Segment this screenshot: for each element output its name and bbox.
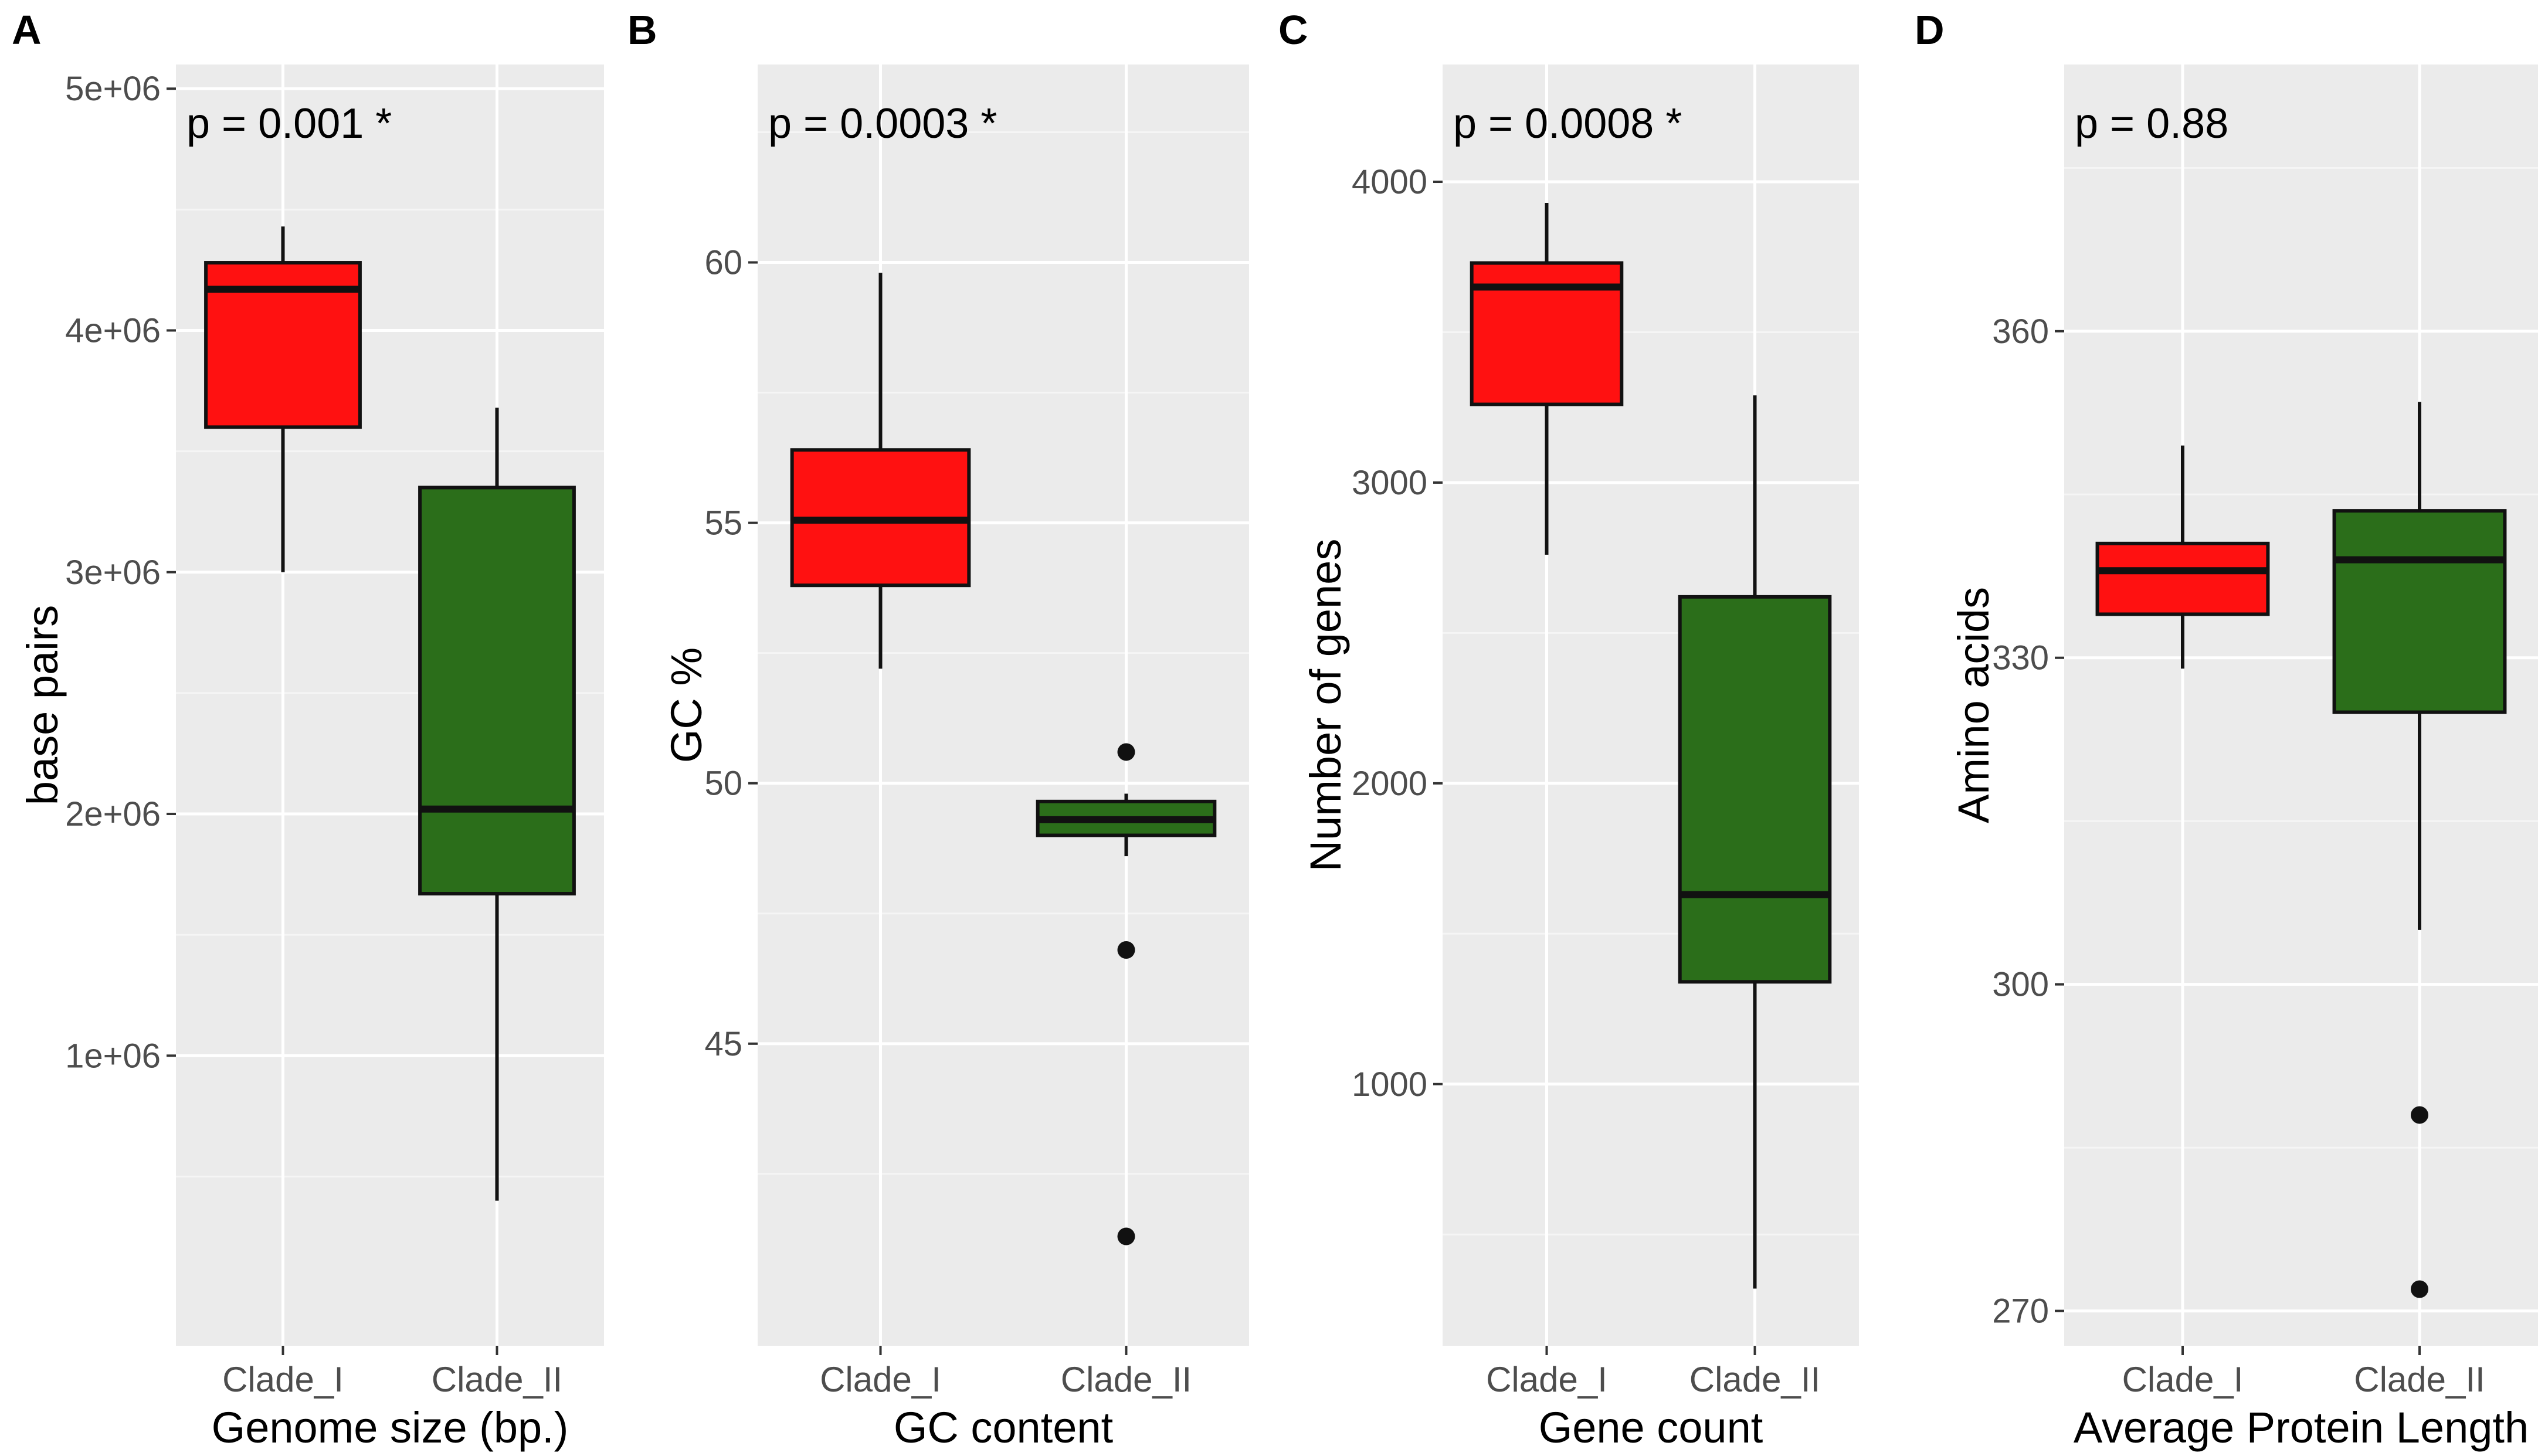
panel-d-y-tick-label: 300: [1992, 966, 2049, 1004]
panel-c-box-clade-ii: [1678, 395, 1832, 1289]
panel-b-y-axis-title: GC %: [662, 647, 711, 763]
panel-d-box-clade-ii-outlier-point: [2411, 1280, 2428, 1298]
panel-c-y-tick-label: 1000: [1352, 1065, 1427, 1104]
panel-b-p-value-annotation: p = 0.0003 *: [768, 100, 997, 147]
panel-a-box-clade-i: [204, 226, 362, 572]
panel-a-x-tick-label: Clade_II: [432, 1360, 562, 1399]
panel-c-p-value-annotation: p = 0.0008 *: [1453, 100, 1682, 147]
panel-a-y-tick-label: 4e+06: [65, 311, 161, 349]
panel-d-x-tick-label: Clade_I: [2122, 1360, 2244, 1399]
panel-c-box-clade-ii-iqr-rect: [1678, 595, 1832, 984]
panel-d-y-tick-label: 360: [1992, 313, 2049, 351]
panel-b-background: [758, 65, 1249, 1346]
panel-c-y-axis-title: Number of genes: [1301, 539, 1350, 872]
panel-c-panel-label: C: [1278, 7, 1308, 53]
panel-a-p-value-annotation: p = 0.001 *: [186, 100, 392, 147]
panel-c-x-axis-title: Gene count: [1539, 1403, 1763, 1452]
panel-a-box-clade-ii: [418, 408, 576, 1201]
panel-d-box-clade-ii-iqr-rect: [2332, 509, 2507, 714]
panel-b-y-tick-label: 45: [704, 1025, 742, 1063]
panel-a-y-tick-label: 1e+06: [65, 1037, 161, 1075]
panel-c-x-tick-label: Clade_II: [1689, 1360, 1820, 1399]
panel-d-y-tick-label: 270: [1992, 1292, 2049, 1331]
panel-b-box-clade-ii-outlier-point: [1117, 743, 1135, 761]
panel-d-box-clade-i-iqr-rect: [2095, 541, 2270, 616]
panel-c-x-tick-label: Clade_I: [1486, 1360, 1607, 1399]
panel-d-box-clade-ii-outlier-point: [2411, 1106, 2428, 1124]
panel-d-y-axis-title: Amino acids: [1949, 587, 1998, 823]
panel-b-box-clade-ii: [1036, 743, 1217, 1245]
panel-d-panel-label: D: [1915, 7, 1945, 53]
panel-a-y-tick-label: 3e+06: [65, 554, 161, 592]
panel-a-panel-label: A: [12, 7, 42, 53]
panel-a-y-axis-title: base pairs: [18, 605, 67, 805]
panel-c-y-tick-label: 4000: [1352, 163, 1427, 201]
panel-b-x-axis-title: GC content: [894, 1403, 1114, 1452]
panel-d: 270 300 330 360 Clade_I Clade_II p = 0.88 D Aver…: [1915, 7, 2538, 1452]
panel-d-x-axis-title: Average Protein Length: [2074, 1403, 2529, 1452]
panel-c-box-clade-i: [1470, 202, 1624, 555]
panel-b-box-clade-ii-outlier-point: [1117, 1227, 1135, 1245]
panel-b-y-tick-label: 50: [704, 765, 742, 803]
panel-d-box-clade-i: [2095, 445, 2270, 669]
panel-b-panel-label: B: [627, 7, 657, 53]
panel-b-x-tick-label: Clade_I: [820, 1360, 941, 1399]
panel-a-x-tick-label: Clade_I: [222, 1360, 344, 1399]
panel-c: 1000 2000 3000 4000 Clade_I Clade_II p = 0.000…: [1278, 7, 1859, 1452]
panel-b-x-tick-label: Clade_II: [1061, 1360, 1192, 1399]
panel-a: 1e+06 2e+06 3e+06 4e+06 5e+06 Clade_I Clade_II…: [12, 7, 604, 1452]
panel-c-y-tick-label: 2000: [1352, 765, 1427, 803]
panel-b-box-clade-i: [790, 273, 971, 669]
panel-b-y-tick-label: 60: [704, 244, 742, 282]
panel-d-p-value-annotation: p = 0.88: [2075, 100, 2228, 147]
panel-a-y-tick-label: 2e+06: [65, 795, 161, 833]
panel-b-y-tick-label: 55: [704, 504, 742, 542]
panel-c-y-tick-label: 3000: [1352, 464, 1427, 502]
panel-a-x-axis-title: Genome size (bp.): [212, 1403, 569, 1452]
panel-a-box-clade-ii-iqr-rect: [418, 486, 576, 896]
panel-d-x-tick-label: Clade_II: [2354, 1360, 2485, 1399]
panel-b: 45 50 55 60 Clade_I Clade_II p = 0.0003 * B GC c…: [627, 7, 1249, 1452]
panel-b-box-clade-ii-outlier-point: [1117, 941, 1135, 959]
panel-a-y-tick-label: 5e+06: [65, 70, 161, 108]
panel-d-box-clade-ii: [2332, 402, 2507, 1298]
panel-d-y-tick-label: 330: [1992, 639, 2049, 677]
